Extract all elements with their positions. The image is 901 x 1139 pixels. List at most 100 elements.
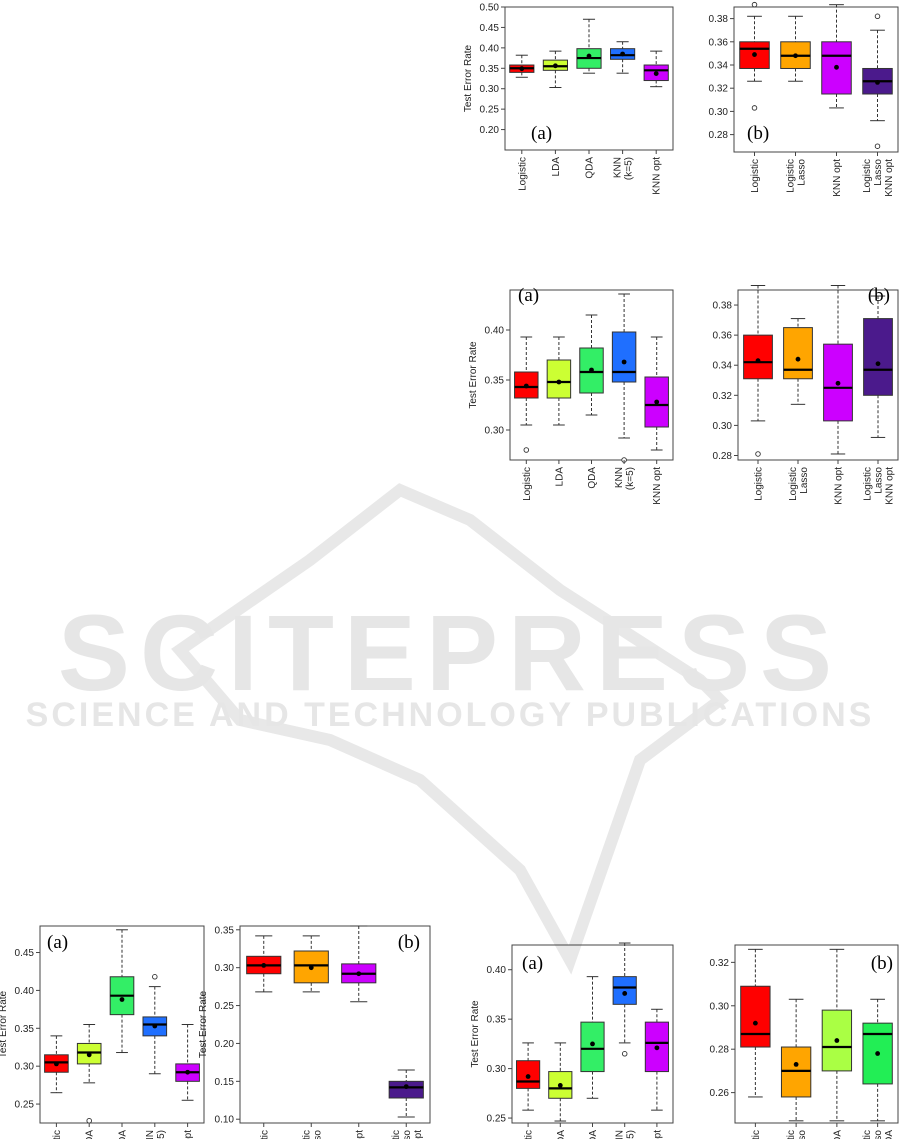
- boxplot-panel: 0.25 0.30 0.35 0.40 0.45 Test Error Rate Logis…: [0, 925, 205, 1139]
- x-tick-label: LogisticLasso: [786, 159, 808, 193]
- mean-point: [356, 971, 362, 977]
- box-0: Logistic: [739, 1, 770, 193]
- x-tick-label: KNN opt: [834, 467, 845, 505]
- y-tick-label: 0.30: [713, 421, 733, 432]
- boxplot-panel: 0.28 0.30 0.32 0.34 0.36 0.38 Logistic Logistic…: [713, 284, 899, 505]
- mean-point: [793, 53, 798, 59]
- x-tick-label: KNN opt: [832, 159, 843, 197]
- boxplot-panel: 0.28 0.30 0.32 0.34 0.36 0.38 Logistic Logistic…: [709, 1, 899, 197]
- x-tick-label: LDA: [85, 1130, 96, 1139]
- box-iqr: [580, 1021, 605, 1073]
- y-tick-label: 0.38: [709, 14, 729, 25]
- x-tick-label: QDA: [588, 1130, 599, 1139]
- x-tick-label: KNN opt: [183, 1130, 194, 1139]
- box-0: Logistic: [509, 54, 535, 191]
- y-tick-label: 0.35: [215, 925, 235, 936]
- mean-point: [519, 66, 525, 72]
- outlier-point: [874, 13, 881, 20]
- mean-point: [119, 997, 125, 1002]
- y-axis-label: Test Error Rate: [470, 1000, 481, 1068]
- mean-point: [525, 1074, 531, 1079]
- y-tick-label: 0.30: [15, 1062, 35, 1073]
- box-2: QDA: [576, 18, 602, 179]
- x-tick-label: KNN(k=5): [145, 1130, 167, 1139]
- y-tick-label: 0.36: [713, 331, 733, 342]
- mean-point: [875, 80, 880, 85]
- outlier-point: [751, 1, 758, 8]
- plot-frame: [733, 6, 899, 153]
- x-tick-label: LogisticLasso: [788, 467, 810, 501]
- mean-point: [875, 361, 881, 367]
- box-iqr: [388, 1080, 424, 1099]
- mean-point: [86, 1052, 92, 1058]
- x-tick-label: Logistic: [517, 157, 528, 191]
- mean-point: [622, 991, 628, 996]
- mean-point: [834, 1038, 840, 1043]
- panel-label: (a): [47, 932, 68, 953]
- x-tick-label: LogisticLassoKNN opt: [391, 1130, 424, 1139]
- x-tick-label: KNN(k=5): [615, 1130, 637, 1139]
- mean-point: [152, 1023, 158, 1029]
- y-tick-label: 0.32: [710, 958, 730, 969]
- box-iqr: [743, 334, 773, 380]
- y-axis-label: Test Error Rate: [0, 990, 9, 1058]
- x-tick-label: Logistic: [754, 467, 765, 501]
- mean-point: [185, 1069, 191, 1075]
- y-axis-label: Test Error Rate: [468, 341, 479, 409]
- mean-point: [403, 1084, 409, 1090]
- mean-point: [589, 367, 594, 373]
- box-3: LogisticLassoKNN opt: [863, 295, 896, 505]
- outlier-point: [751, 105, 758, 111]
- panel-label: (b): [868, 285, 890, 306]
- mean-point: [654, 1045, 660, 1051]
- y-tick-label: 0.30: [215, 963, 235, 974]
- x-tick-label: LogisticLassoLDA: [862, 1130, 895, 1139]
- boxplot-panel: 0.260.280.300.32LogisticLogisticLassoLDA…: [710, 944, 899, 1139]
- y-tick-label: 0.25: [215, 1001, 235, 1012]
- y-tick-label: 0.30: [710, 1001, 730, 1012]
- boxplot-panel: 0.25 0.30 0.35 0.40 Test Error Rate Logistic L…: [470, 942, 674, 1139]
- plot-frame: [734, 944, 899, 1124]
- y-tick-label: 0.40: [485, 326, 505, 337]
- box-1: LDA: [546, 336, 572, 486]
- y-tick-label: 0.38: [713, 301, 733, 312]
- box-1: LDA: [548, 1042, 573, 1139]
- mean-point: [752, 52, 757, 57]
- box-0: Logistic: [740, 948, 771, 1139]
- y-tick-label: 0.25: [15, 1100, 35, 1111]
- mean-point: [755, 358, 761, 364]
- x-tick-label: KNN opt: [652, 467, 663, 505]
- mean-point: [586, 53, 592, 59]
- y-tick-label: 0.35: [480, 64, 500, 75]
- box-0: Logistic: [246, 935, 282, 1139]
- y-axis-label: Test Error Rate: [463, 44, 474, 112]
- box-iqr: [821, 1009, 853, 1072]
- y-tick-label: 0.30: [487, 1064, 507, 1075]
- box-2: KNN opt: [821, 4, 852, 197]
- watermark-book-shape: [171, 483, 730, 975]
- y-tick-label: 0.25: [480, 105, 500, 116]
- x-tick-label: Logistic: [751, 1130, 762, 1139]
- box-0: Logistic: [44, 1035, 69, 1139]
- box-3: LogisticLassoLDA: [862, 998, 895, 1139]
- mean-point: [752, 1020, 758, 1026]
- box-1: LDA: [76, 1024, 102, 1139]
- box-1: LDA: [542, 50, 568, 176]
- y-tick-label: 0.50: [480, 3, 500, 14]
- box-0: Logistic: [743, 284, 773, 501]
- y-tick-label: 0.30: [480, 84, 500, 95]
- mean-point: [654, 399, 660, 405]
- box-3: KNN(k=5): [142, 974, 168, 1139]
- box-iqr: [863, 318, 893, 396]
- y-tick-label: 0.45: [15, 948, 35, 959]
- y-tick-label: 0.40: [487, 965, 507, 976]
- y-tick-label: 0.35: [485, 376, 505, 387]
- x-tick-label: LDA: [556, 1130, 567, 1139]
- boxplot-panel: 0.30 0.35 0.40 Test Error Rate Logistic LDA QD…: [468, 285, 674, 505]
- y-tick-label: 0.20: [480, 125, 500, 136]
- y-tick-label: 0.15: [215, 1077, 235, 1088]
- box-iqr: [783, 327, 813, 380]
- x-tick-label: KNN opt: [652, 1130, 663, 1139]
- box-4: KNN opt: [643, 50, 669, 195]
